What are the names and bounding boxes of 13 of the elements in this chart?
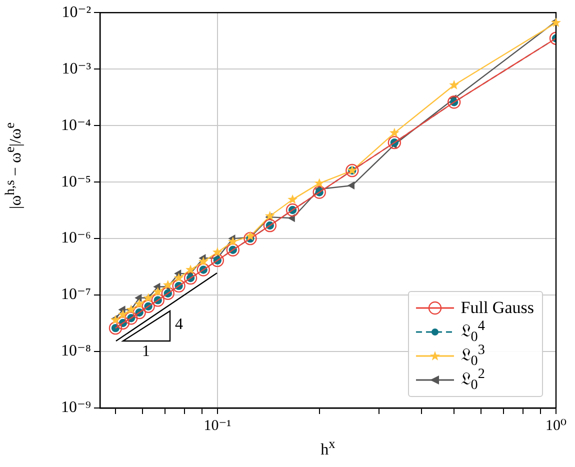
y-tick-label: 10⁻⁶ bbox=[60, 230, 91, 247]
y-tick-label: 10⁻² bbox=[62, 4, 92, 21]
x-tick-label: 10⁰ bbox=[545, 418, 567, 434]
x-tick-label: 10⁻¹ bbox=[204, 418, 232, 434]
y-tick-label: 10⁻⁹ bbox=[60, 399, 92, 416]
legend-label: Full Gauss bbox=[460, 298, 534, 318]
y-tick-label: 10⁻⁸ bbox=[60, 342, 91, 360]
x-axis-title: h$^{x}$ bbox=[320, 436, 336, 460]
y-tick-label: 10⁻⁴ bbox=[60, 116, 92, 134]
y-tick-label: 10⁻⁵ bbox=[60, 173, 91, 190]
y-tick-label: 10⁻³ bbox=[62, 60, 92, 78]
annotation: 1 bbox=[142, 343, 150, 361]
y-tick-label: 10⁻⁷ bbox=[60, 286, 91, 304]
